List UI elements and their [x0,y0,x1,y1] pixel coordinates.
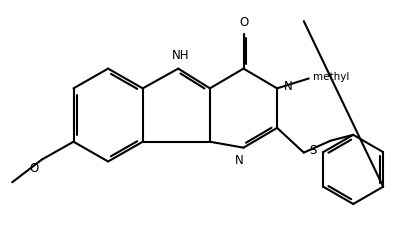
Text: NH: NH [172,49,189,62]
Text: N: N [235,154,244,167]
Text: O: O [239,16,248,29]
Text: O: O [29,163,39,175]
Text: methyl: methyl [313,71,349,81]
Text: N: N [284,80,293,93]
Text: S: S [310,144,317,157]
